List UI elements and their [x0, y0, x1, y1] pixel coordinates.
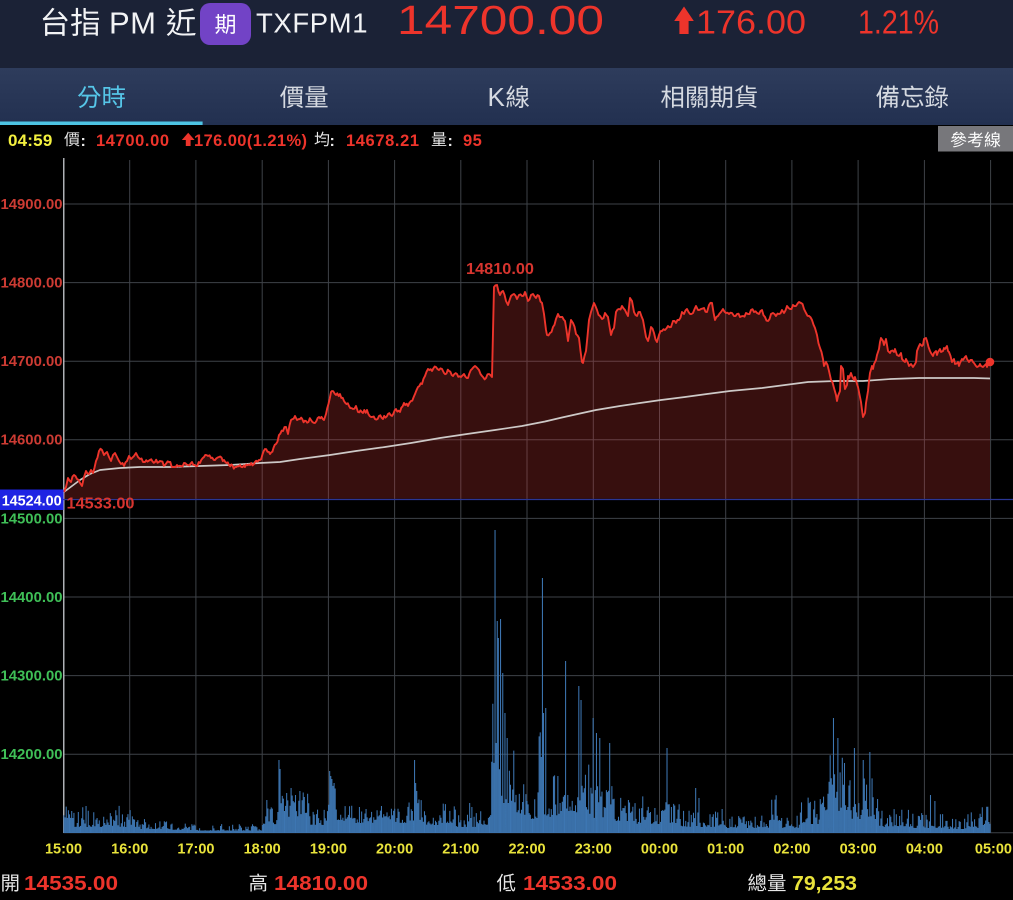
svg-text:14600.00: 14600.00 [1, 433, 63, 449]
svg-text:20:00: 20:00 [376, 842, 413, 858]
svg-text:14700.00: 14700.00 [96, 132, 170, 150]
svg-text:14810.00: 14810.00 [274, 872, 368, 895]
svg-text:03:00: 03:00 [840, 842, 877, 858]
svg-text:19:00: 19:00 [310, 842, 347, 858]
svg-text:14500.00: 14500.00 [1, 511, 63, 527]
svg-text:14300.00: 14300.00 [1, 669, 63, 685]
svg-text::: : [448, 133, 453, 150]
svg-text:PM: PM [109, 6, 157, 41]
svg-text:14524.00: 14524.00 [2, 493, 62, 509]
svg-text:02:00: 02:00 [773, 842, 810, 858]
svg-text:176.00(1.21%): 176.00(1.21%) [194, 132, 307, 150]
svg-text:14200.00: 14200.00 [1, 747, 63, 763]
svg-text:17:00: 17:00 [177, 842, 214, 858]
svg-text:14400.00: 14400.00 [1, 590, 63, 606]
svg-text:TXFPM1: TXFPM1 [256, 8, 368, 39]
svg-text:14678.21: 14678.21 [346, 132, 420, 150]
svg-text:176.00: 176.00 [696, 5, 806, 42]
svg-text:95: 95 [463, 132, 482, 150]
svg-text:14700.00: 14700.00 [397, 0, 604, 43]
svg-text:14900.00: 14900.00 [1, 197, 63, 213]
svg-text::: : [81, 133, 86, 150]
svg-text:00:00: 00:00 [641, 842, 678, 858]
svg-text::: : [330, 133, 335, 150]
svg-text:05:00: 05:00 [975, 842, 1012, 858]
svg-text:14533.00: 14533.00 [67, 496, 135, 513]
svg-text:21:00: 21:00 [442, 842, 479, 858]
svg-text:01:00: 01:00 [707, 842, 744, 858]
svg-text:04:00: 04:00 [906, 842, 943, 858]
svg-text:79,253: 79,253 [792, 872, 857, 895]
svg-text:14533.00: 14533.00 [523, 872, 617, 895]
svg-text:18:00: 18:00 [244, 842, 281, 858]
svg-text:15:00: 15:00 [45, 842, 82, 858]
svg-text:16:00: 16:00 [111, 842, 148, 858]
svg-text:14810.00: 14810.00 [466, 261, 534, 278]
svg-text:K: K [488, 82, 506, 112]
svg-text:04:59: 04:59 [8, 131, 52, 150]
svg-text:14535.00: 14535.00 [24, 872, 118, 895]
svg-text:23:00: 23:00 [575, 842, 612, 858]
svg-text:14800.00: 14800.00 [1, 276, 63, 292]
svg-text:14700.00: 14700.00 [1, 354, 63, 370]
svg-text:1.21%: 1.21% [858, 5, 939, 42]
svg-text:22:00: 22:00 [508, 842, 545, 858]
